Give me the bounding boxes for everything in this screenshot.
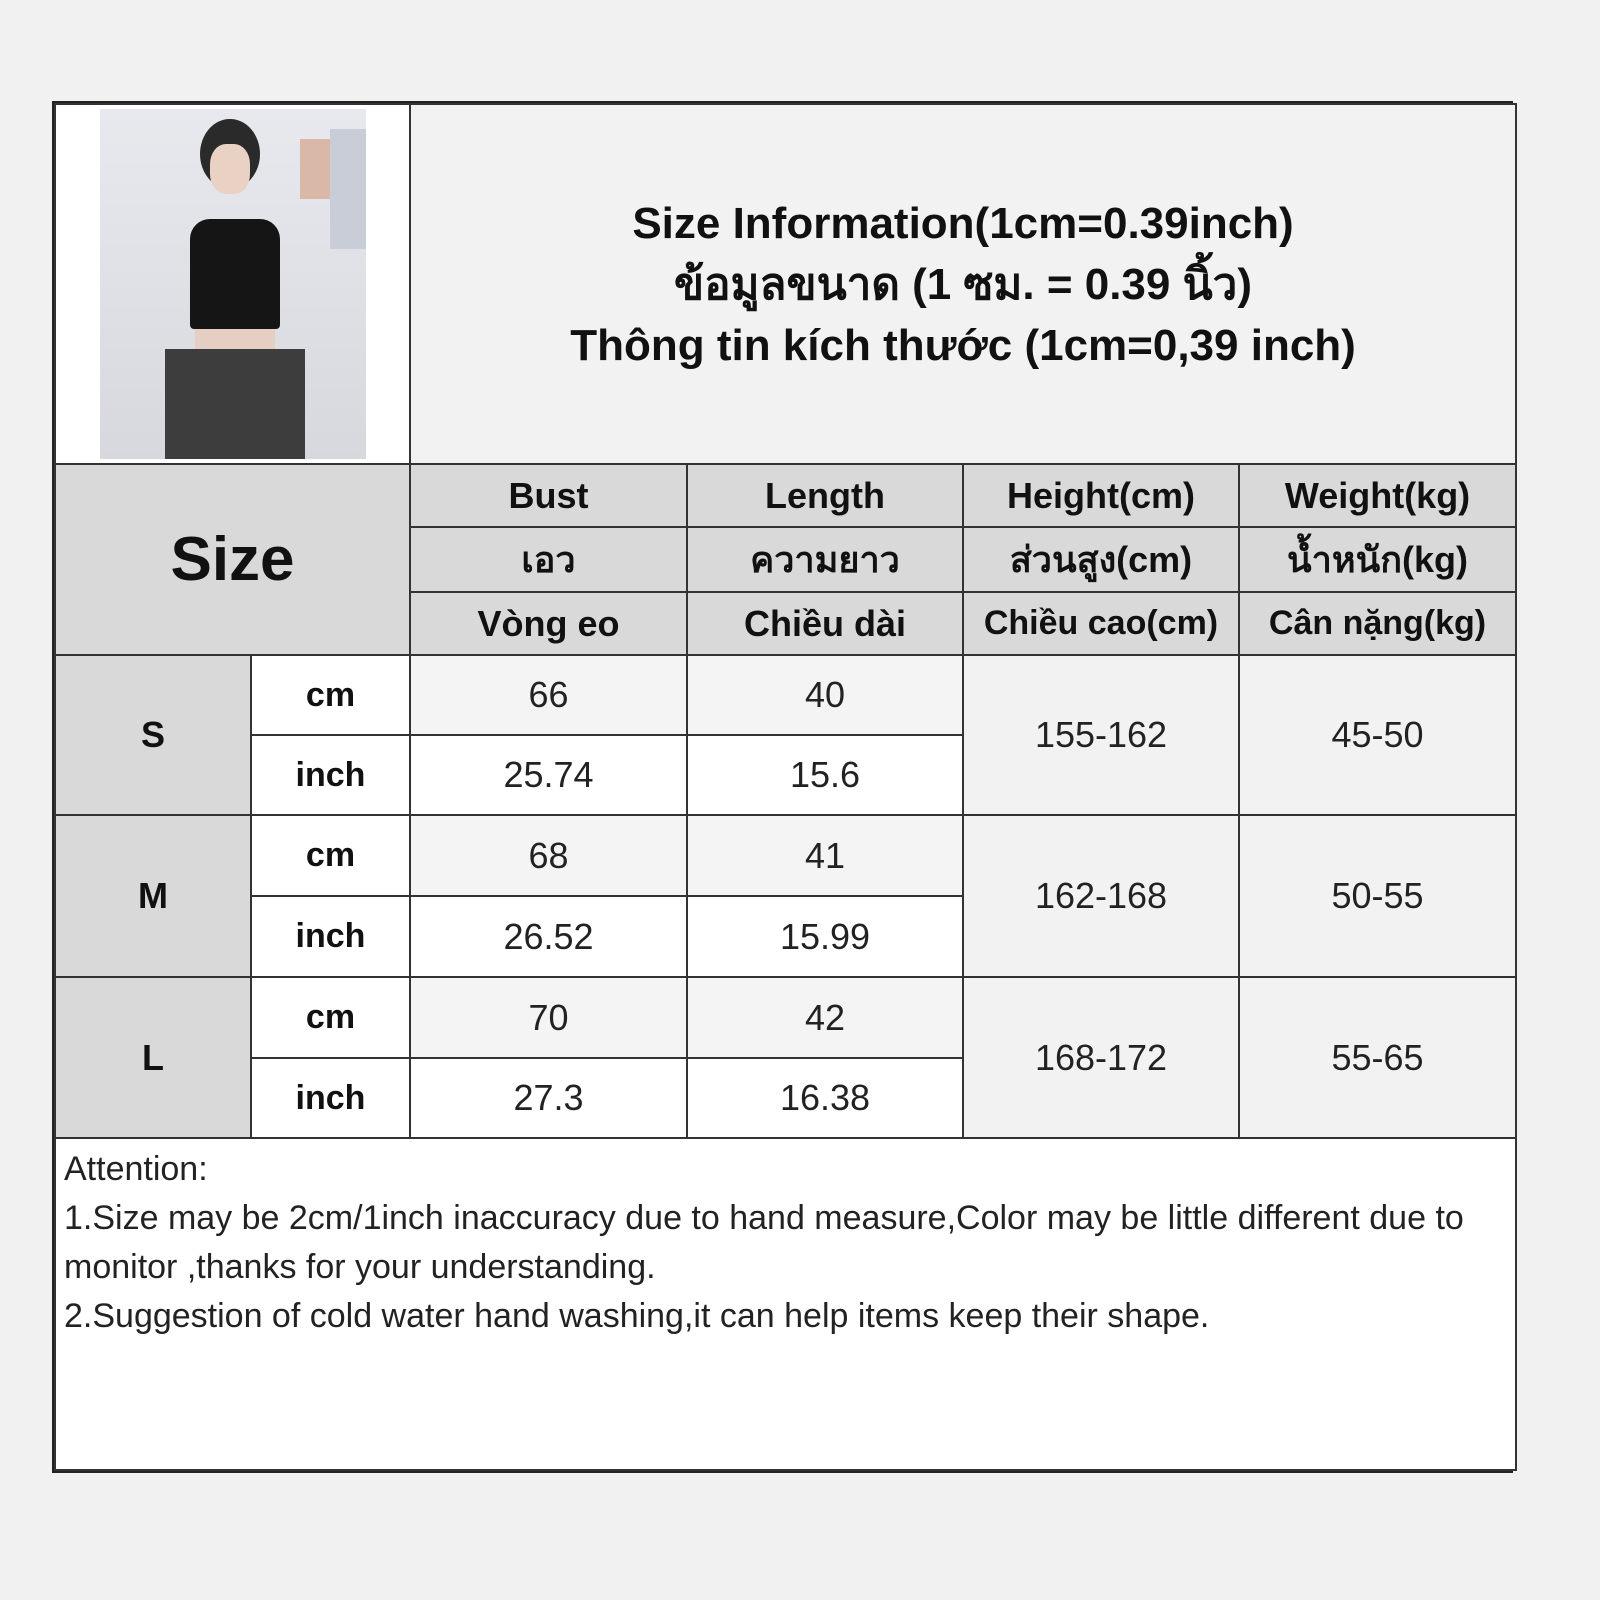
- weight-range: 45-50: [1237, 654, 1518, 816]
- header-length-vi: Chiều dài: [686, 591, 964, 656]
- product-photo-cell: [54, 103, 411, 465]
- header-weight-vi: Cân nặng(kg): [1237, 591, 1518, 656]
- header-length-en: Length: [686, 463, 964, 528]
- size-letter: L: [54, 976, 252, 1139]
- unit-label: cm: [250, 976, 411, 1059]
- weight-range: 55-65: [1237, 976, 1518, 1139]
- unit-label: cm: [250, 814, 411, 897]
- unit-label: cm: [250, 654, 411, 736]
- title-vietnamese: Thông tin kích thước (1cm=0,39 inch): [570, 320, 1356, 370]
- product-photo: [100, 109, 366, 459]
- header-bust-en: Bust: [409, 463, 688, 528]
- attention-note-2: 2.Suggestion of cold water hand washing,…: [64, 1297, 1210, 1335]
- bust-inch: 25.74: [409, 734, 688, 816]
- weight-range: 50-55: [1237, 814, 1518, 978]
- size-letter: M: [54, 814, 252, 978]
- unit-label: inch: [250, 734, 411, 816]
- bust-cm: 68: [409, 814, 688, 897]
- unit-label: inch: [250, 895, 411, 978]
- table-row: S cm 66 40 155-162 45-50: [54, 654, 1518, 816]
- table-row: inch 25.74 15.6: [55, 734, 1516, 816]
- table-row: M cm 68 41 162-168 50-55: [54, 814, 1518, 978]
- header-height-th: ส่วนสูง(cm): [962, 526, 1240, 593]
- size-information-title: Size Information(1cm=0.39inch) ข้อมูลขนา…: [408, 103, 1518, 465]
- attention-heading: Attention:: [64, 1150, 208, 1188]
- unit-label: inch: [250, 1057, 411, 1139]
- size-header: Size: [54, 463, 411, 656]
- length-inch: 15.99: [686, 895, 964, 978]
- title-english: Size Information(1cm=0.39inch): [632, 198, 1294, 248]
- header-weight-th: น้ำหนัก(kg): [1237, 526, 1518, 593]
- height-range: 162-168: [962, 814, 1240, 978]
- length-cm: 40: [686, 654, 964, 736]
- attention-note-1: 1.Size may be 2cm/1inch inaccuracy due t…: [64, 1199, 1464, 1286]
- header-weight-en: Weight(kg): [1237, 463, 1518, 528]
- bust-cm: 70: [409, 976, 688, 1059]
- attention-notes: Attention: 1.Size may be 2cm/1inch inacc…: [53, 1137, 1518, 1471]
- length-cm: 41: [686, 814, 964, 897]
- length-inch: 16.38: [686, 1057, 964, 1139]
- bust-inch: 27.3: [409, 1057, 688, 1139]
- header-height-vi: Chiều cao(cm): [962, 591, 1240, 656]
- size-table: Size Information(1cm=0.39inch) ข้อมูลขนา…: [53, 103, 1518, 1471]
- length-cm: 42: [686, 976, 964, 1059]
- title-thai: ข้อมูลขนาด (1 ซม. = 0.39 นิ้ว): [674, 259, 1253, 309]
- length-inch: 15.6: [686, 734, 964, 816]
- table-row: L cm 70 42 168-172 55-65: [54, 976, 1518, 1139]
- header-bust-th: เอว: [409, 526, 688, 593]
- bust-cm: 66: [409, 654, 688, 736]
- bust-inch: 26.52: [409, 895, 688, 978]
- header-height-en: Height(cm): [962, 463, 1240, 528]
- header-bust-vi: Vòng eo: [409, 591, 688, 656]
- table-row: inch 27.3 16.38: [55, 1057, 1516, 1139]
- size-letter: S: [54, 654, 252, 816]
- table-row: inch 26.52 15.99: [55, 895, 1516, 978]
- height-range: 155-162: [962, 654, 1240, 816]
- height-range: 168-172: [962, 976, 1240, 1139]
- header-length-th: ความยาว: [686, 526, 964, 593]
- size-chart: Size Information(1cm=0.39inch) ข้อมูลขนา…: [52, 101, 1518, 1473]
